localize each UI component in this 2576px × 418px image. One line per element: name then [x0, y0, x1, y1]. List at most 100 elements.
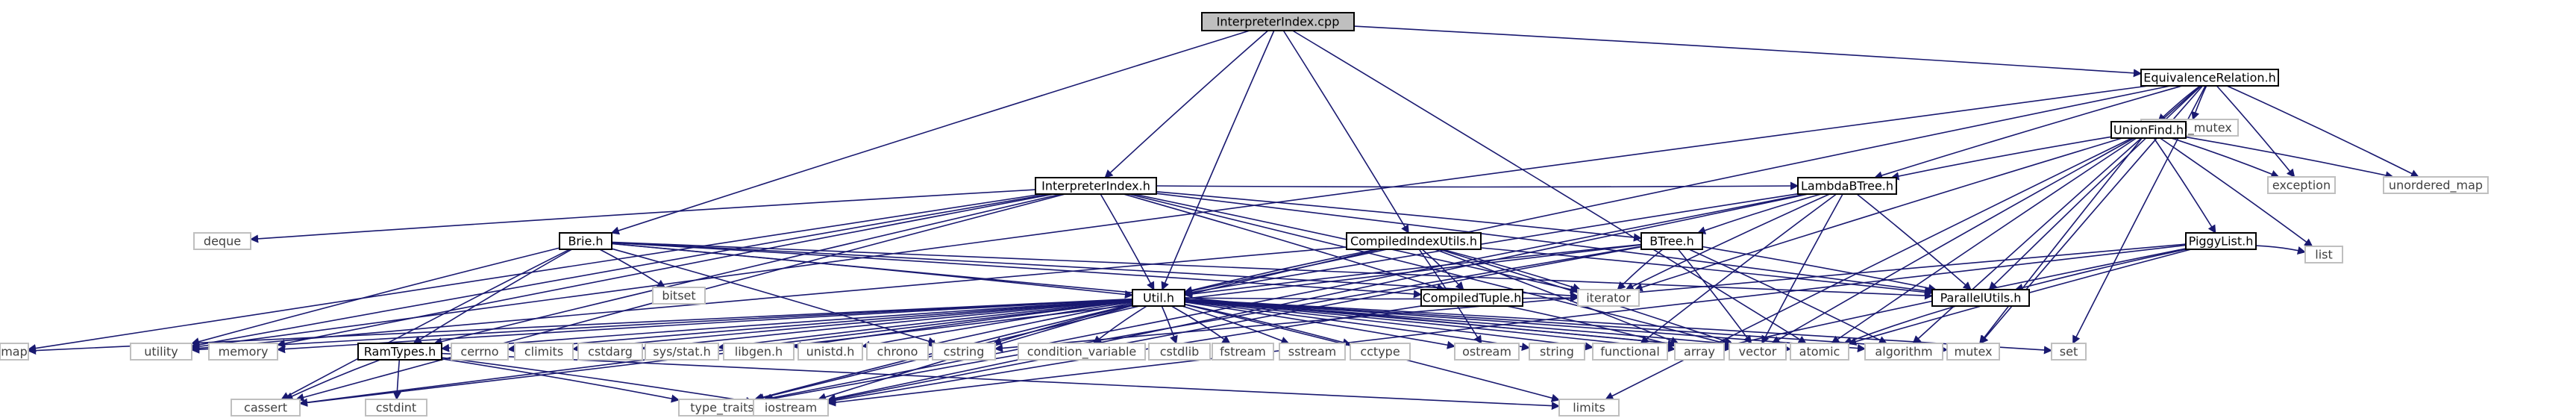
node-box-cstring — [932, 343, 996, 361]
edge-btree-to-algorithm — [1688, 249, 1887, 344]
edge-utilh-to-condvar — [1092, 305, 1147, 344]
edge-utilh-to-cstdlib — [1161, 305, 1178, 345]
node-eqrel[interactable]: EquivalenceRelation.h — [2140, 69, 2279, 87]
edge-utilh-to-climits — [571, 299, 1133, 353]
edge-parallelutils-to-atomic — [1843, 305, 1957, 345]
node-interpidx[interactable]: InterpreterIndex.h — [1035, 177, 1157, 195]
node-box-piggylist[interactable] — [2185, 232, 2257, 250]
node-label-cstdarg: cstdarg — [588, 345, 633, 359]
edge-utilh-to-sstream — [1182, 305, 1290, 345]
edge-unionfind-to-unordered_map — [2185, 136, 2394, 180]
node-btree[interactable]: BTree.h — [1640, 232, 1703, 250]
edge-utilh-to-vector — [1184, 299, 1731, 353]
node-ramtypes[interactable]: RamTypes.h — [357, 343, 442, 361]
node-deque: deque — [193, 232, 251, 250]
edge-unionfind-to-piggylist — [2153, 137, 2216, 234]
node-cctype: cctype — [1350, 343, 1411, 361]
node-box-iterator — [1577, 289, 1640, 307]
node-box-unionfind[interactable] — [2110, 121, 2187, 139]
edge-utilh-to-cstdarg — [641, 299, 1133, 352]
edge-utilh-to-cstring — [992, 304, 1133, 346]
node-box-mutex — [1946, 343, 2000, 361]
node-box-utilh[interactable] — [1132, 289, 1185, 307]
node-compiledtuple[interactable]: CompiledTuple.h — [1420, 289, 1523, 307]
edge-interpidx-to-vector — [1128, 193, 1731, 347]
edge-ramtypes-to-type_traits — [441, 358, 680, 403]
node-algorithm: algorithm — [1864, 343, 1943, 361]
edge-lambdabtree-to-iostream — [827, 193, 1808, 402]
node-box-brie[interactable] — [559, 232, 612, 250]
node-box-lambdabtree[interactable] — [1797, 177, 1897, 195]
edge-lambdabtree-to-btree — [1696, 193, 1822, 234]
edge-root-to-utilh — [1161, 30, 1275, 291]
edge-eqrel-to-shared_mutex — [2191, 85, 2207, 121]
node-brie[interactable]: Brie.h — [559, 232, 612, 250]
node-box-parallelutils[interactable] — [1931, 289, 2030, 307]
node-label-atomic: atomic — [1799, 345, 1840, 359]
node-lambdabtree[interactable]: LambdaBTree.h — [1797, 177, 1897, 195]
node-iterator: iterator — [1577, 289, 1640, 307]
node-box-ramtypes[interactable] — [357, 343, 442, 361]
edge-root-to-brie — [610, 30, 1250, 235]
node-label-fstream: fstream — [1220, 345, 1266, 359]
edge-ramtypes-to-cassert — [284, 359, 380, 400]
node-string: string — [1529, 343, 1585, 361]
edge-ramtypes-to-iostream — [441, 357, 755, 405]
node-atomic: atomic — [1790, 343, 1849, 361]
node-unionfind[interactable]: UnionFind.h — [2110, 121, 2187, 139]
node-piggylist[interactable]: PiggyList.h — [2185, 232, 2257, 250]
node-cstring: cstring — [932, 343, 996, 361]
node-box-eqrel[interactable] — [2140, 69, 2279, 87]
node-label-memory: memory — [219, 345, 269, 359]
node-label-string: string — [1540, 345, 1574, 359]
node-label-list: list — [2315, 248, 2333, 262]
node-type_traits: type_traits — [678, 399, 766, 417]
node-label-compiledtuple: CompiledTuple.h — [1423, 291, 1522, 305]
node-root[interactable]: InterpreterIndex.cpp — [1201, 12, 1355, 31]
node-label-utilh: Util.h — [1143, 291, 1174, 305]
node-box-fstream — [1212, 343, 1274, 361]
node-box-chrono — [866, 343, 929, 361]
edge-utilh-to-functional — [1184, 300, 1594, 351]
edge-brie-to-cassert — [281, 249, 571, 400]
node-condvar: condition_variable — [1018, 343, 1146, 361]
node-box-climits — [514, 343, 574, 361]
node-label-deque: deque — [204, 234, 241, 249]
node-box-root[interactable] — [1201, 12, 1355, 31]
node-box-cstdint — [365, 399, 427, 417]
node-box-compiledidx[interactable] — [1346, 232, 1482, 250]
node-label-vector: vector — [1739, 345, 1777, 359]
edge-btree-to-parallelutils — [1702, 246, 1937, 293]
node-box-interpidx[interactable] — [1035, 177, 1157, 195]
node-limits: limits — [1558, 399, 1620, 417]
node-label-sstream: sstream — [1288, 345, 1336, 359]
node-utilh[interactable]: Util.h — [1132, 289, 1185, 307]
node-compiledidx[interactable]: CompiledIndexUtils.h — [1346, 232, 1482, 250]
node-label-iostream: iostream — [765, 401, 817, 415]
node-label-utility: utility — [144, 345, 178, 359]
node-parallelutils[interactable]: ParallelUtils.h — [1931, 289, 2030, 307]
node-box-atomic — [1790, 343, 1849, 361]
node-sstream: sstream — [1279, 343, 1346, 361]
node-box-libgen — [723, 343, 795, 361]
edge-utilh-to-mutex — [1184, 299, 1949, 354]
node-box-unistd — [797, 343, 863, 361]
node-iostream: iostream — [753, 399, 829, 417]
node-label-algorithm: algorithm — [1875, 345, 1932, 359]
edge-brie-to-bitset — [599, 249, 666, 288]
node-label-compiledidx: CompiledIndexUtils.h — [1350, 234, 1477, 249]
edge-utilh-to-cctype — [1184, 303, 1352, 347]
edge-lambdabtree-to-iterator — [1625, 193, 1830, 290]
edge-unionfind-to-list — [2160, 137, 2313, 247]
edge-ramtypes-to-cstdint — [392, 359, 401, 401]
node-label-cerrno: cerrno — [460, 345, 498, 359]
node-box-unordered_map — [2383, 176, 2489, 194]
node-box-limits — [1558, 399, 1620, 417]
edge-btree-to-vector — [1677, 249, 1752, 344]
node-box-btree[interactable] — [1640, 232, 1703, 250]
node-box-compiledtuple[interactable] — [1420, 289, 1523, 307]
node-label-cstdint: cstdint — [376, 401, 416, 415]
node-label-array: array — [1684, 345, 1715, 359]
node-exception: exception — [2267, 176, 2336, 194]
edge-unionfind-to-mutex — [1979, 137, 2143, 344]
